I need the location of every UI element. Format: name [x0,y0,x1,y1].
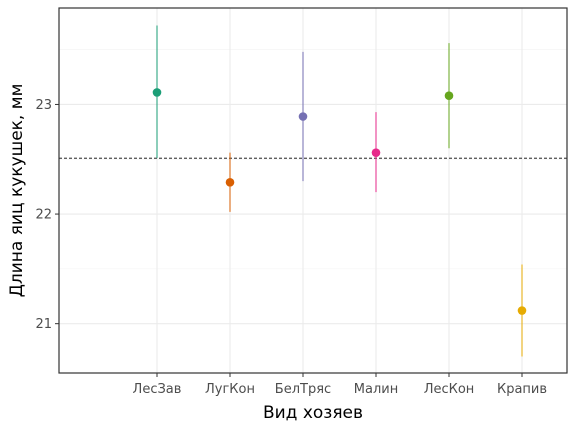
x-tick-label: ЛугКон [205,382,255,397]
y-tick-label: 23 [35,98,52,113]
x-tick-label: ЛесКон [424,382,475,397]
mean-point [225,177,235,187]
x-axis-title: Вид хозяев [263,403,363,423]
x-tick-label: Малин [354,382,398,397]
data-marks [152,25,527,357]
x-axis-ticks: ЛесЗав ЛугКон БелТряс Малин ЛесКон Крапив [133,373,547,397]
x-tick-label: ЛесЗав [133,382,182,397]
x-tick-label: Крапив [497,382,547,397]
x-tick-label: БелТряс [275,382,331,397]
mean-point [152,88,162,97]
mean-point [371,148,381,157]
panel-border [58,7,568,374]
mean-point [444,91,454,100]
mean-point [517,306,527,315]
y-tick-label: 21 [35,317,52,332]
y-axis-title: Длина яиц кукушек, мм [7,84,27,298]
y-tick-label: 22 [35,208,52,223]
mean-point [298,112,308,121]
y-axis-ticks: 21 22 23 [35,98,59,332]
